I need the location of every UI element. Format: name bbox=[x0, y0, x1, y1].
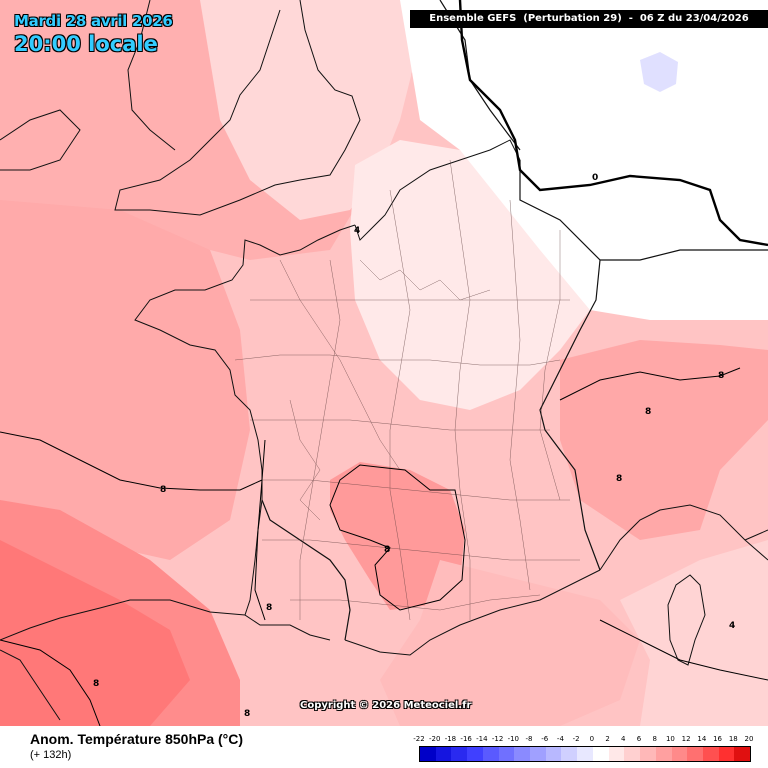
scale-swatch bbox=[655, 747, 672, 761]
isoline-label: 8 bbox=[160, 485, 166, 495]
isoline-label: 4 bbox=[354, 226, 360, 236]
scale-tick-label: 0 bbox=[589, 735, 595, 743]
color-scale-labels: -22 -20 -18 -16 -14 -12 -10 -8 -6 -4 -2 0 2 4 6 8 10 12 14… bbox=[413, 735, 754, 745]
scale-swatch bbox=[577, 747, 593, 761]
isoline-label: 8 bbox=[645, 407, 651, 417]
scale-swatch bbox=[514, 747, 531, 761]
scale-swatch bbox=[498, 747, 515, 761]
isoline-label: 8 bbox=[266, 603, 272, 613]
lead-time: (+ 132h) bbox=[30, 749, 72, 761]
forecast-date: Mardi 28 avril 2026 bbox=[14, 12, 173, 30]
scale-tick-label: 16 bbox=[713, 735, 723, 743]
scale-swatch bbox=[545, 747, 562, 761]
department-borders bbox=[234, 159, 580, 621]
scale-swatch bbox=[702, 747, 719, 761]
anomaly-cold-spot bbox=[640, 52, 678, 92]
scale-tick-label: 8 bbox=[652, 735, 657, 743]
anomaly-band-iberia-core bbox=[0, 540, 190, 726]
scale-swatch bbox=[624, 747, 641, 761]
scale-tick-label: 10 bbox=[665, 735, 675, 743]
scale-tick-label: 18 bbox=[728, 735, 738, 743]
scale-tick-label: -6 bbox=[541, 735, 549, 743]
color-scale-bar bbox=[419, 746, 751, 762]
scale-tick-label: -18 bbox=[444, 735, 457, 743]
scale-tick-label: -20 bbox=[428, 735, 441, 743]
model-run-banner: Ensemble GEFS (Perturbation 29) - 06 Z d… bbox=[410, 10, 768, 28]
scale-swatch bbox=[482, 747, 499, 761]
anomaly-band-northeast-france bbox=[350, 140, 590, 410]
scale-tick-label: -4 bbox=[556, 735, 564, 743]
scale-tick-label: 2 bbox=[605, 735, 610, 743]
scale-swatch bbox=[640, 747, 656, 761]
scale-swatch bbox=[530, 747, 546, 761]
anomaly-band-mediterranean bbox=[380, 560, 640, 726]
zero-isotherm bbox=[458, 0, 768, 247]
isoline-label: 8 bbox=[93, 679, 99, 689]
scale-tick-label: 20 bbox=[744, 735, 754, 743]
scale-swatch bbox=[451, 747, 468, 761]
isoline-label: 8 bbox=[616, 474, 622, 484]
scale-tick-label: -12 bbox=[491, 735, 504, 743]
anomaly-band-tyrrhenian bbox=[620, 540, 768, 726]
scale-swatch bbox=[608, 747, 625, 761]
coastlines bbox=[0, 0, 768, 721]
scale-tick-label: 14 bbox=[697, 735, 707, 743]
scale-swatch bbox=[561, 747, 578, 761]
isoline-label: 4 bbox=[729, 621, 735, 631]
scale-tick-label: 6 bbox=[636, 735, 642, 743]
scale-tick-label: -2 bbox=[572, 735, 580, 743]
scale-swatch bbox=[718, 747, 735, 761]
scale-swatch bbox=[467, 747, 483, 761]
forecast-local-time: 20:00 locale bbox=[14, 32, 158, 56]
scale-tick-label: -22 bbox=[413, 735, 425, 743]
isoline-label: 8 bbox=[244, 709, 250, 719]
scale-tick-label: -16 bbox=[460, 735, 472, 743]
scale-tick-label: -8 bbox=[525, 735, 533, 743]
scale-tick-label: 12 bbox=[681, 735, 691, 743]
scale-swatch bbox=[671, 747, 688, 761]
copyright-notice: Copyright © 2026 Meteociel.fr bbox=[300, 700, 472, 711]
scale-swatch bbox=[734, 747, 751, 761]
anomaly-band-alps bbox=[560, 340, 768, 540]
variable-title: Anom. Température 850hPa (°C) bbox=[30, 731, 244, 747]
scale-tick-label: 4 bbox=[621, 735, 626, 743]
isoline-label: 8 bbox=[384, 545, 390, 555]
scale-tick-label: -14 bbox=[476, 735, 488, 743]
isoline-label: 0 bbox=[592, 173, 598, 183]
isoline-label: 8 bbox=[718, 371, 724, 381]
isotherm-contours bbox=[0, 367, 768, 726]
scale-swatch bbox=[592, 747, 609, 761]
scale-swatch bbox=[420, 747, 436, 761]
map-canvas: 0 4 8 8 8 8 8 8 8 8 4 bbox=[0, 0, 768, 726]
legend-footer: Anom. Température 850hPa (°C) (+ 132h) -… bbox=[0, 726, 768, 768]
scale-tick-label: -10 bbox=[507, 735, 519, 743]
scale-swatch bbox=[435, 747, 452, 761]
scale-swatch bbox=[687, 747, 703, 761]
anomaly-map: 0 4 8 8 8 8 8 8 8 8 4 bbox=[0, 0, 768, 726]
